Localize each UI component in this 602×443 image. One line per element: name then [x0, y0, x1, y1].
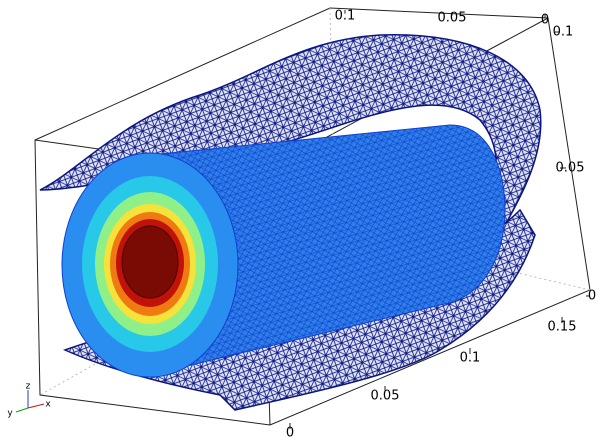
tick-label: 0.1: [335, 9, 356, 24]
triad-label: y: [7, 409, 13, 419]
triad-label: x: [45, 400, 51, 410]
tick-label: 0: [286, 426, 294, 441]
plot: z y x 0.1 0.05 0 0.1 0.05 0 0.15 0.1 0.05 0: [0, 0, 602, 443]
triad-x: [28, 404, 44, 408]
triad-y: [16, 408, 28, 412]
page: {"chart_data": {"type": "mesh3d", "top_a…: [0, 0, 602, 443]
tick-label: 0.1: [460, 351, 481, 366]
tick-label: 0: [541, 13, 549, 28]
tick-label: 0.05: [556, 161, 585, 176]
tick-label: 0: [588, 289, 596, 304]
triad-label: z: [26, 382, 31, 392]
tick-label: 0.05: [438, 11, 467, 26]
tick-label: 0.1: [553, 25, 574, 40]
tick-label: 0.05: [371, 389, 400, 404]
tick-label: 0.15: [548, 320, 577, 335]
axis-triad: z y x: [7, 382, 51, 419]
